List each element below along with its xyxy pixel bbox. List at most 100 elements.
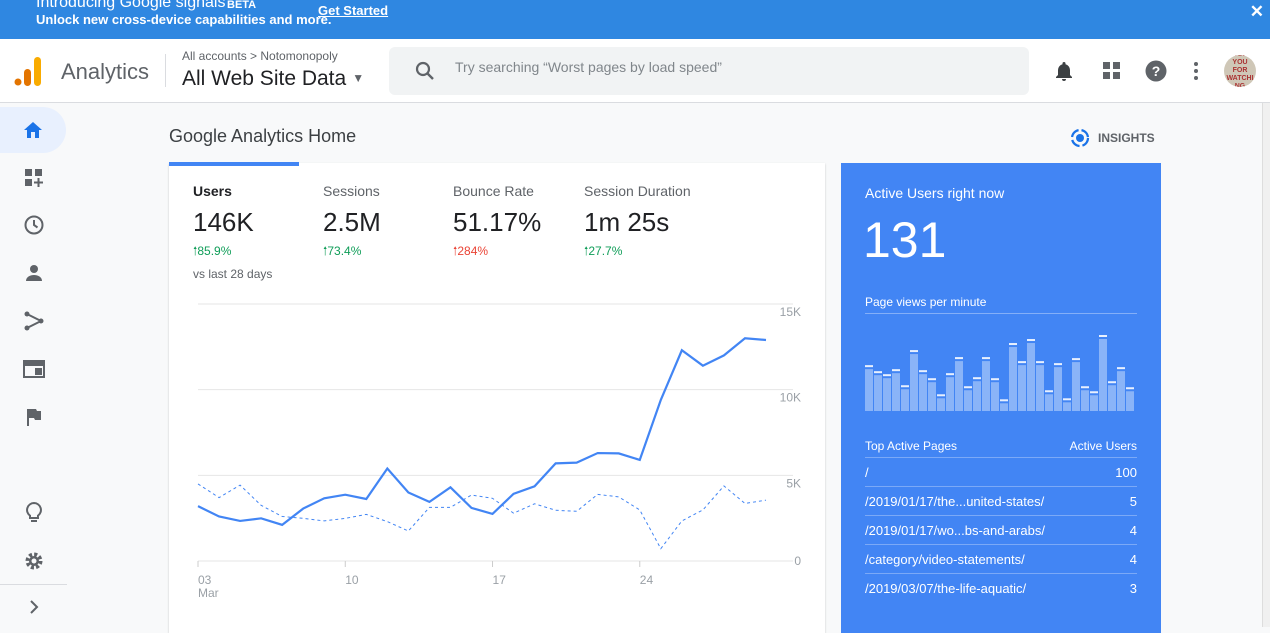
apps-grid-icon[interactable] <box>1100 59 1124 83</box>
page-path[interactable]: /category/video-statements/ <box>865 552 1025 567</box>
pageviews-bar-cap <box>964 386 972 388</box>
close-icon[interactable]: ✕ <box>1250 2 1264 22</box>
pageviews-bar-cap <box>892 369 900 371</box>
app-name: Analytics <box>61 59 149 85</box>
page-path[interactable]: /2019/03/07/the-life-aquatic/ <box>865 581 1026 596</box>
pageviews-bar-cap <box>1054 363 1062 365</box>
pageviews-bar <box>1018 365 1026 411</box>
pageviews-bar-cap <box>883 374 891 376</box>
active-page-row[interactable]: / 100 <box>865 457 1137 486</box>
property-selector[interactable]: All Web Site Data▼ <box>182 67 364 91</box>
pageviews-bar <box>955 361 963 411</box>
avatar[interactable]: HANK YOU FOR WATCHING <box>1224 55 1256 87</box>
page-path[interactable]: / <box>865 465 869 480</box>
get-started-link[interactable]: Get Started <box>318 3 388 18</box>
pageviews-bar-cap <box>1099 335 1107 337</box>
pageviews-bar <box>1099 339 1107 411</box>
pageviews-bar-chart <box>841 323 1161 423</box>
active-page-row[interactable]: /category/video-statements/4 <box>865 544 1137 573</box>
sidebar-item-discover[interactable] <box>0 490 67 536</box>
active-page-row[interactable]: /2019/01/17/wo...bs-and-arabs/4 <box>865 515 1137 544</box>
pageviews-bar-cap <box>1072 358 1080 360</box>
search-icon <box>413 59 437 83</box>
pageviews-bar-cap <box>982 357 990 359</box>
sidebar-item-audience[interactable] <box>0 250 67 296</box>
pageviews-bar <box>865 369 873 411</box>
pageviews-bar <box>1072 362 1080 411</box>
divider <box>865 313 1137 314</box>
lightbulb-icon <box>26 502 42 524</box>
y-tick-label: 5K <box>786 476 801 490</box>
pageviews-bar-cap <box>991 378 999 380</box>
search-input[interactable] <box>455 59 995 75</box>
more-vert-icon[interactable] <box>1184 59 1208 83</box>
insights-label: INSIGHTS <box>1098 131 1155 145</box>
sidebar-item-conversions[interactable] <box>0 394 67 440</box>
active-page-row[interactable]: /2019/03/07/the-life-aquatic/3 <box>865 573 1137 602</box>
column-header-page: Top Active Pages <box>865 439 957 453</box>
sidebar-item-admin[interactable] <box>0 538 67 584</box>
active-page-row[interactable]: /2019/01/17/the...united-states/5 <box>865 486 1137 515</box>
top-header: Analytics All accounts > Notomonopoly Al… <box>0 39 1270 103</box>
page-path[interactable]: /2019/01/17/wo...bs-and-arabs/ <box>865 523 1045 538</box>
x-tick-label: 03 <box>198 573 212 587</box>
pageviews-bar-cap <box>874 371 882 373</box>
acquisition-icon <box>24 311 44 331</box>
sidebar-expand-button[interactable] <box>0 584 67 630</box>
pageviews-bar <box>1036 365 1044 411</box>
pageviews-bar <box>946 377 954 411</box>
pageviews-bar-cap <box>1009 343 1017 345</box>
pageviews-bar <box>910 354 918 411</box>
pageviews-bar-cap <box>910 350 918 352</box>
sidebar <box>0 103 67 627</box>
analytics-logo-icon[interactable] <box>14 55 44 87</box>
pageviews-bar-cap <box>928 378 936 380</box>
overview-card: Users 146K 🠑85.9% vs last 28 days Sessio… <box>169 163 825 633</box>
avatar-text: HANK YOU FOR WATCHING <box>1225 55 1255 87</box>
active-users-value: 4 <box>1130 523 1137 538</box>
pageviews-label: Page views per minute <box>865 295 986 309</box>
insights-icon <box>1070 128 1090 148</box>
sidebar-item-customization[interactable] <box>0 155 67 201</box>
active-users-value: 4 <box>1130 552 1137 567</box>
page-path[interactable]: /2019/01/17/the...united-states/ <box>865 494 1044 509</box>
x-tick-label: 10 <box>345 573 359 587</box>
person-icon <box>25 264 43 282</box>
sidebar-item-acquisition[interactable] <box>0 298 67 344</box>
pageviews-bar-cap <box>946 373 954 375</box>
y-tick-label: 0 <box>794 554 801 568</box>
svg-text:?: ? <box>1152 63 1161 79</box>
pageviews-bar <box>1090 395 1098 411</box>
insights-button[interactable]: INSIGHTS <box>1070 128 1155 148</box>
sidebar-item-realtime[interactable] <box>0 202 67 248</box>
pageviews-bar <box>1000 403 1008 411</box>
pageviews-bar <box>892 373 900 411</box>
pageviews-bar <box>919 374 927 411</box>
pageviews-bar-cap <box>1090 391 1098 393</box>
pageviews-bar <box>1054 367 1062 411</box>
x-tick-label: 24 <box>640 573 654 587</box>
pageviews-bar-cap <box>1063 398 1071 400</box>
realtime-card: Active Users right now 131 Page views pe… <box>841 163 1161 633</box>
pageviews-bar-cap <box>1081 386 1089 388</box>
pageviews-bar <box>874 375 882 411</box>
pageviews-bar <box>1081 390 1089 411</box>
column-header-users: Active Users <box>1070 439 1137 453</box>
sidebar-item-behavior[interactable] <box>0 346 67 392</box>
clock-icon <box>24 215 44 235</box>
active-users-value: 100 <box>1115 465 1137 480</box>
scrollbar[interactable] <box>1262 103 1270 627</box>
pageviews-bar <box>1117 371 1125 411</box>
banner-title: Introducing Google signals <box>36 0 225 12</box>
active-users-count: 131 <box>863 211 946 269</box>
pageviews-bar-cap <box>1117 367 1125 369</box>
pageviews-bar <box>901 389 909 411</box>
help-icon[interactable]: ? <box>1144 59 1168 83</box>
bell-icon[interactable] <box>1052 59 1076 83</box>
pageviews-bar-cap <box>1108 381 1116 383</box>
realtime-title: Active Users right now <box>865 185 1004 201</box>
behavior-icon <box>23 360 45 378</box>
search-box[interactable] <box>389 47 1029 95</box>
sidebar-item-home[interactable] <box>0 107 66 153</box>
breadcrumb[interactable]: All accounts > Notomonopoly <box>182 49 338 63</box>
